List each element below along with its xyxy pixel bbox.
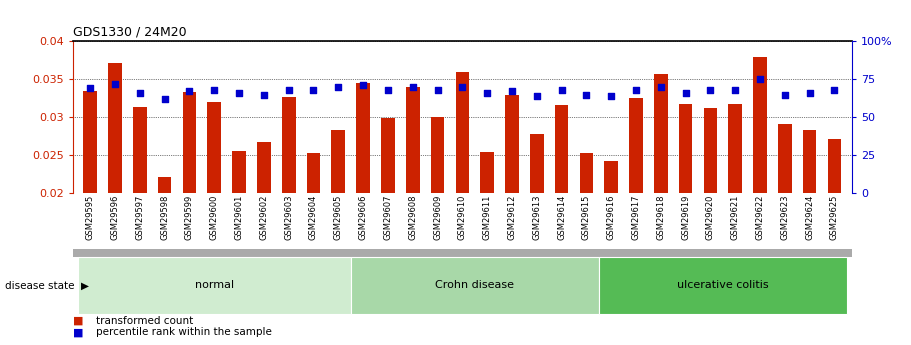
Bar xyxy=(530,134,544,193)
Bar xyxy=(133,107,147,193)
Bar xyxy=(356,83,370,193)
Bar xyxy=(406,87,420,193)
Text: Crohn disease: Crohn disease xyxy=(435,280,514,290)
Bar xyxy=(630,98,643,193)
Point xyxy=(231,90,246,96)
Point xyxy=(158,96,172,102)
Bar xyxy=(257,142,271,193)
Text: ■: ■ xyxy=(73,327,84,337)
Bar xyxy=(579,153,593,193)
Bar xyxy=(208,102,221,193)
Bar xyxy=(281,97,295,193)
Point xyxy=(653,84,668,90)
Point xyxy=(679,90,693,96)
Point xyxy=(456,84,470,90)
Bar xyxy=(654,74,668,193)
Point xyxy=(505,89,519,94)
Point xyxy=(554,87,568,93)
Point xyxy=(331,84,345,90)
Point xyxy=(83,86,97,91)
Bar xyxy=(604,161,618,193)
Bar xyxy=(381,118,394,193)
Point xyxy=(257,92,271,97)
Point xyxy=(752,77,767,82)
Bar xyxy=(158,177,171,193)
Point xyxy=(480,90,495,96)
Point xyxy=(381,87,395,93)
Point xyxy=(133,90,148,96)
Point xyxy=(827,87,842,93)
Point xyxy=(182,89,197,94)
Point xyxy=(703,87,718,93)
Bar xyxy=(778,124,792,193)
Bar xyxy=(679,104,692,193)
Bar xyxy=(84,91,97,193)
Bar xyxy=(307,153,321,193)
Bar xyxy=(332,130,345,193)
Bar xyxy=(753,57,767,193)
Bar xyxy=(803,130,816,193)
Point xyxy=(107,81,122,87)
Text: GDS1330 / 24M20: GDS1330 / 24M20 xyxy=(73,26,187,39)
Point xyxy=(803,90,817,96)
Bar xyxy=(456,72,469,193)
Text: normal: normal xyxy=(195,280,234,290)
Point xyxy=(579,92,594,97)
Bar xyxy=(827,139,841,193)
Bar xyxy=(232,151,246,193)
Bar xyxy=(505,95,518,193)
Point xyxy=(529,93,544,99)
Point xyxy=(356,83,371,88)
Text: ■: ■ xyxy=(73,316,84,326)
Point xyxy=(629,87,643,93)
Bar xyxy=(480,152,494,193)
Point xyxy=(306,87,321,93)
Bar xyxy=(108,63,122,193)
Point xyxy=(207,87,221,93)
Text: ulcerative colitis: ulcerative colitis xyxy=(677,280,769,290)
Bar xyxy=(431,117,445,193)
Bar xyxy=(555,105,568,193)
Text: percentile rank within the sample: percentile rank within the sample xyxy=(96,327,271,337)
Point xyxy=(281,87,296,93)
Point xyxy=(777,92,792,97)
Bar xyxy=(729,104,742,193)
Bar xyxy=(182,92,196,193)
Bar xyxy=(703,108,717,193)
Text: disease state  ▶: disease state ▶ xyxy=(5,280,88,290)
Point xyxy=(405,84,420,90)
Text: transformed count: transformed count xyxy=(96,316,193,326)
Point xyxy=(604,93,619,99)
Point xyxy=(430,87,445,93)
Point xyxy=(728,87,742,93)
